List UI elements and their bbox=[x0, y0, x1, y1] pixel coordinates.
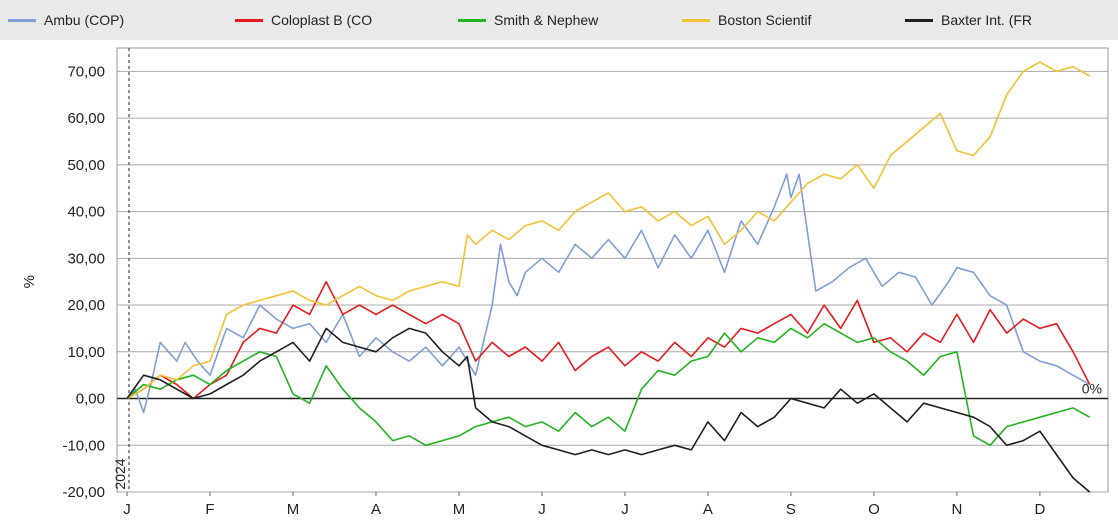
x-tick-label: D bbox=[1034, 501, 1045, 518]
x-tick-label: J bbox=[621, 501, 629, 518]
x-tick-label: M bbox=[287, 501, 300, 518]
y-tick-label: 70,00 bbox=[67, 63, 105, 80]
legend-swatch bbox=[682, 18, 710, 22]
year-label: 2024 bbox=[112, 458, 128, 489]
y-tick-label: -20,00 bbox=[62, 484, 105, 501]
x-tick-label: O bbox=[868, 501, 880, 518]
legend-item[interactable]: Baxter Int. (FR bbox=[905, 10, 1032, 30]
x-tick-label: A bbox=[371, 501, 381, 518]
legend-swatch bbox=[458, 18, 486, 22]
x-tick-label: S bbox=[786, 501, 796, 518]
chart-legend: Ambu (COP) Coloplast B (CO Smith & Nephew B… bbox=[0, 0, 1118, 40]
legend-label: Ambu (COP) bbox=[44, 12, 125, 28]
legend-swatch bbox=[235, 18, 263, 22]
y-tick-label: 50,00 bbox=[67, 157, 105, 174]
legend-swatch bbox=[8, 18, 36, 22]
y-tick-label: 20,00 bbox=[67, 297, 105, 314]
legend-label: Coloplast B (CO bbox=[271, 12, 373, 28]
y-axis-title: % bbox=[21, 275, 38, 288]
baseline-label: 0% bbox=[1082, 381, 1102, 397]
series-line bbox=[126, 327, 1091, 493]
x-tick-label: J bbox=[538, 501, 546, 518]
x-tick-label: F bbox=[205, 501, 214, 518]
series-line bbox=[126, 173, 1091, 414]
legend-label: Smith & Nephew bbox=[494, 12, 599, 28]
y-tick-label: 30,00 bbox=[67, 250, 105, 267]
legend-label: Baxter Int. (FR bbox=[941, 12, 1033, 28]
x-tick-label: M bbox=[453, 501, 466, 518]
legend-item[interactable]: Ambu (COP) bbox=[8, 10, 124, 30]
y-tick-label: 0,00 bbox=[76, 391, 105, 408]
legend-item[interactable]: Boston Scientif bbox=[682, 10, 811, 30]
legend-label: Boston Scientif bbox=[718, 12, 812, 28]
y-tick-label: -10,00 bbox=[62, 437, 105, 454]
y-tick-label: 10,00 bbox=[67, 344, 105, 361]
legend-item[interactable]: Smith & Nephew bbox=[458, 10, 598, 30]
series-line bbox=[126, 280, 1091, 400]
legend-item[interactable]: Coloplast B (CO bbox=[235, 10, 372, 30]
x-tick-label: A bbox=[703, 501, 713, 518]
y-tick-label: 40,00 bbox=[67, 204, 105, 221]
series-line bbox=[126, 322, 1091, 447]
plot-area bbox=[116, 47, 1109, 493]
legend-swatch bbox=[905, 18, 933, 22]
x-tick-label: J bbox=[123, 501, 131, 518]
series-line bbox=[126, 61, 1091, 400]
y-tick-label: 60,00 bbox=[67, 110, 105, 127]
x-tick-label: N bbox=[951, 501, 962, 518]
